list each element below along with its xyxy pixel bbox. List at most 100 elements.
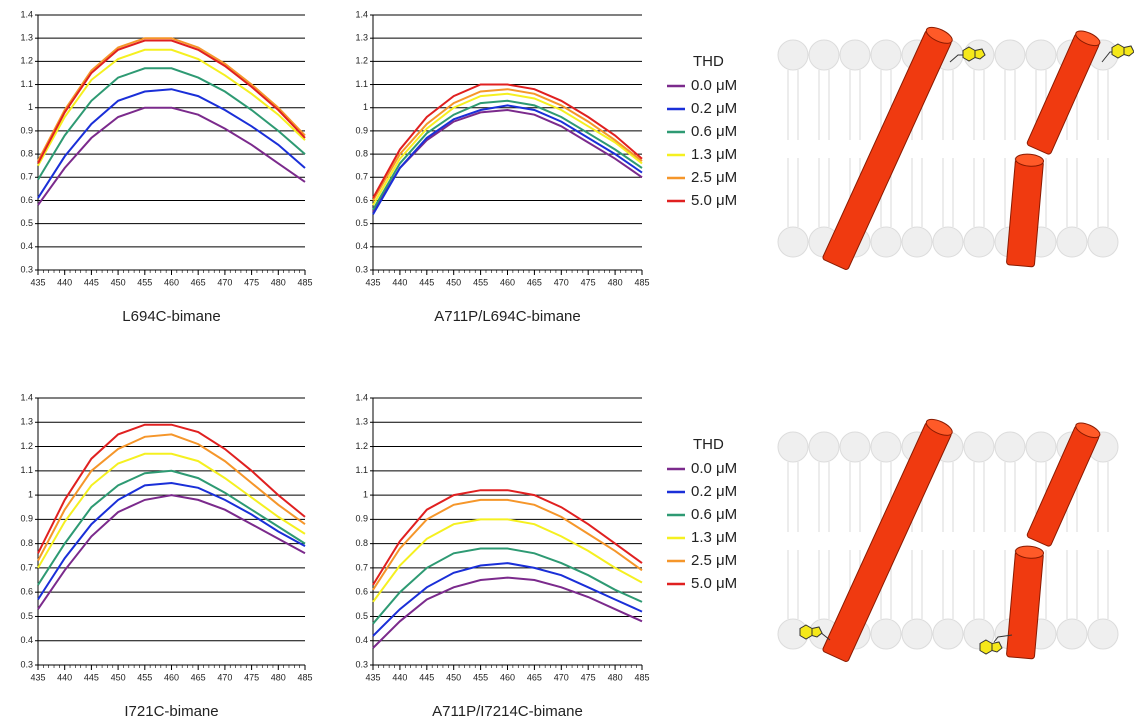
y-tick-label: 0.5 [355,218,368,228]
x-tick-label: 440 [57,672,72,682]
y-tick-label: 0.4 [355,241,368,251]
data-line [37,48,306,167]
y-tick-label: 0.5 [20,218,33,228]
legend-title: THD [693,436,724,453]
legend-label: 0.0 μM [691,460,737,477]
x-tick-label: 460 [500,672,515,682]
legend-label: 0.2 μM [691,100,737,117]
x-tick-label: 485 [634,672,649,682]
y-tick-label: 0.7 [20,562,33,572]
y-tick-label: 1.3 [355,33,368,43]
y-tick-label: 0.8 [20,538,33,548]
x-tick-label: 465 [191,277,206,287]
y-tick-label: 1 [363,102,368,112]
y-tick-label: 0.4 [355,635,368,645]
y-tick-label: 1.4 [20,9,33,19]
x-tick-label: 465 [527,672,542,682]
legend-label: 0.6 μM [691,506,737,523]
y-tick-label: 0.3 [20,659,33,669]
x-tick-label: 465 [527,277,542,287]
x-tick-label: 475 [581,672,596,682]
x-tick-label: 460 [500,277,515,287]
data-line [372,88,643,202]
x-tick-label: 450 [111,277,126,287]
legend-label: 2.5 μM [691,169,737,186]
y-tick-label: 1 [28,102,33,112]
y-tick-label: 0.7 [20,172,33,182]
y-tick-label: 0.3 [355,264,368,274]
data-line [372,489,643,586]
x-tick-label: 440 [392,277,407,287]
x-tick-label: 455 [473,672,488,682]
y-tick-label: 0.6 [355,587,368,597]
y-tick-label: 0.4 [20,241,33,251]
data-line [37,423,306,554]
y-tick-label: 0.9 [20,125,33,135]
x-tick-label: 455 [473,277,488,287]
x-tick-label: 485 [634,277,649,287]
x-tick-label: 435 [365,672,380,682]
y-tick-label: 0.9 [355,514,368,524]
y-tick-label: 1.4 [20,392,33,402]
y-tick-label: 1.4 [355,392,368,402]
y-tick-label: 0.7 [355,172,368,182]
data-line [37,481,306,601]
data-line [372,99,643,211]
data-line [37,106,306,206]
y-tick-label: 0.9 [20,514,33,524]
y-tick-label: 0.6 [20,195,33,205]
x-tick-label: 475 [244,672,259,682]
x-axis-label: I721C-bimane [124,703,218,720]
x-tick-label: 440 [57,277,72,287]
y-tick-label: 0.3 [20,264,33,274]
x-tick-label: 480 [608,277,623,287]
data-line [372,518,643,603]
x-tick-label: 460 [164,672,179,682]
y-tick-label: 0.4 [20,635,33,645]
x-tick-label: 480 [608,672,623,682]
y-tick-label: 0.8 [355,148,368,158]
data-line [37,67,306,181]
membrane-diagram-bottom [777,415,1119,663]
x-tick-label: 450 [446,672,461,682]
legend-label: 2.5 μM [691,552,737,569]
y-tick-label: 1.3 [20,417,33,427]
y-tick-label: 0.6 [355,195,368,205]
y-tick-label: 0.7 [355,562,368,572]
x-tick-label: 435 [30,277,45,287]
y-tick-label: 1.2 [355,56,368,66]
y-tick-label: 0.8 [355,538,368,548]
x-tick-label: 465 [191,672,206,682]
x-tick-label: 445 [419,672,434,682]
y-tick-label: 0.5 [20,611,33,621]
y-tick-label: 1.2 [355,441,368,451]
legend-label: 1.3 μM [691,529,737,546]
x-tick-label: 440 [392,672,407,682]
x-tick-label: 475 [581,277,596,287]
y-tick-label: 0.3 [355,659,368,669]
x-tick-label: 445 [84,277,99,287]
data-line [372,83,643,199]
legend-title: THD [693,53,724,70]
data-line [372,576,643,649]
x-tick-label: 485 [297,672,312,682]
y-tick-label: 0.9 [355,125,368,135]
x-tick-label: 485 [297,277,312,287]
x-tick-label: 450 [111,672,126,682]
data-line [372,108,643,213]
y-tick-label: 1.1 [20,79,33,89]
x-tick-label: 470 [217,672,232,682]
membrane-diagram-top [777,23,1134,271]
x-tick-label: 480 [271,277,286,287]
data-line [37,494,306,610]
y-tick-label: 1 [363,489,368,499]
x-tick-label: 445 [419,277,434,287]
legend-label: 0.2 μM [691,483,737,500]
data-line [37,88,306,199]
x-tick-label: 450 [446,277,461,287]
x-tick-label: 470 [554,277,569,287]
x-tick-label: 475 [244,277,259,287]
data-line [37,469,306,586]
x-tick-label: 470 [554,672,569,682]
x-tick-label: 455 [137,672,152,682]
